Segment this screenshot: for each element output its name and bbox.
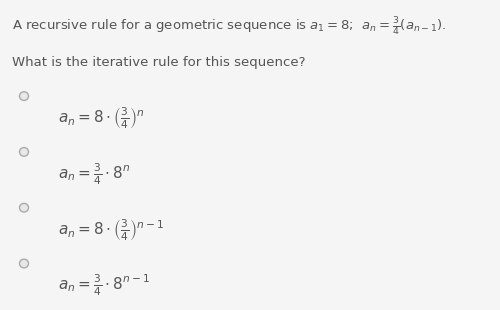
Text: $a_n = 8 \cdot \left(\frac{3}{4}\right)^{n-1}$: $a_n = 8 \cdot \left(\frac{3}{4}\right)^… <box>58 217 164 243</box>
Text: What is the iterative rule for this sequence?: What is the iterative rule for this sequ… <box>12 56 306 69</box>
Ellipse shape <box>20 148 28 156</box>
Ellipse shape <box>20 259 28 268</box>
Text: A recursive rule for a geometric sequence is $a_1 = 8$;  $a_n = \frac{3}{4}(a_{n: A recursive rule for a geometric sequenc… <box>12 16 447 38</box>
Text: $a_n = \frac{3}{4} \cdot 8^n$: $a_n = \frac{3}{4} \cdot 8^n$ <box>58 161 130 187</box>
Ellipse shape <box>20 203 28 212</box>
Text: $a_n = 8 \cdot \left(\frac{3}{4}\right)^n$: $a_n = 8 \cdot \left(\frac{3}{4}\right)^… <box>58 105 144 131</box>
Ellipse shape <box>20 92 28 100</box>
Text: $a_n = \frac{3}{4} \cdot 8^{n-1}$: $a_n = \frac{3}{4} \cdot 8^{n-1}$ <box>58 273 150 298</box>
